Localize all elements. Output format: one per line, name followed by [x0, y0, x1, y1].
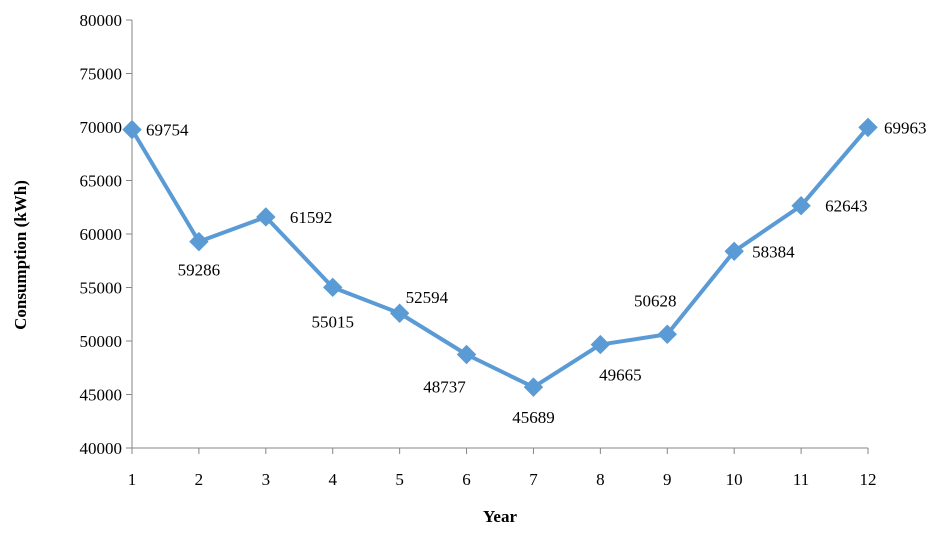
data-point-marker: [523, 377, 544, 397]
x-tick-label: 7: [529, 470, 538, 489]
data-point-marker: [590, 334, 611, 355]
data-label: 69963: [884, 118, 927, 137]
y-tick-label: 75000: [80, 65, 123, 84]
x-tick-label: 10: [726, 470, 743, 489]
x-tick-label: 5: [395, 470, 404, 489]
data-point-marker: [456, 344, 477, 365]
data-markers: [122, 117, 878, 397]
data-label: 62643: [825, 197, 868, 216]
data-label: 50628: [634, 291, 677, 310]
data-point-marker: [389, 303, 410, 323]
data-label: 52594: [406, 288, 449, 307]
y-tick-label: 60000: [80, 225, 123, 244]
x-tick-label: 4: [328, 470, 337, 489]
data-point-marker: [323, 277, 343, 298]
y-tick-label: 65000: [80, 172, 123, 191]
series-line: [130, 126, 870, 390]
data-label: 48737: [423, 378, 466, 397]
data-label: 49665: [599, 366, 642, 385]
x-tick-label: 12: [860, 470, 877, 489]
data-point-marker: [791, 196, 811, 216]
x-tick-label: 1: [128, 470, 137, 489]
y-tick-label: 50000: [80, 332, 123, 351]
x-tick-label: 8: [596, 470, 605, 489]
x-tick-label: 11: [793, 470, 809, 489]
x-tick-label: 3: [262, 470, 271, 489]
data-label: 59286: [178, 261, 221, 280]
x-tick-label: 6: [462, 470, 471, 489]
data-label: 58384: [752, 242, 795, 261]
data-point-marker: [122, 119, 142, 140]
y-tick-label: 45000: [80, 386, 123, 405]
x-tick-label: 2: [195, 470, 204, 489]
data-point-marker: [657, 324, 677, 344]
data-point-marker: [724, 241, 744, 261]
data-label: 45689: [512, 408, 555, 427]
x-tick-label: 9: [663, 470, 672, 489]
data-label: 61592: [290, 208, 333, 227]
y-axis-title: Consumption (kWh): [11, 180, 30, 330]
y-tick-label: 70000: [80, 118, 123, 137]
y-tick-label: 40000: [80, 439, 123, 458]
series-path: [130, 126, 870, 390]
data-point-marker: [189, 231, 209, 252]
y-tick-label: 55000: [80, 279, 123, 298]
data-point-marker: [256, 207, 276, 227]
y-tick-label: 80000: [80, 11, 123, 30]
data-label: 69754: [146, 121, 189, 140]
axes: [126, 19, 869, 454]
data-labels: 69754 59286 61592 55015 52594 48737 45689 49665…: [146, 118, 927, 427]
data-label: 55015: [311, 312, 354, 331]
tick-labels: 40000 45000 50000 55000 60000 65000 70000 75000…: [80, 11, 877, 489]
data-point-marker: [858, 117, 878, 138]
x-axis-title: Year: [483, 507, 517, 526]
